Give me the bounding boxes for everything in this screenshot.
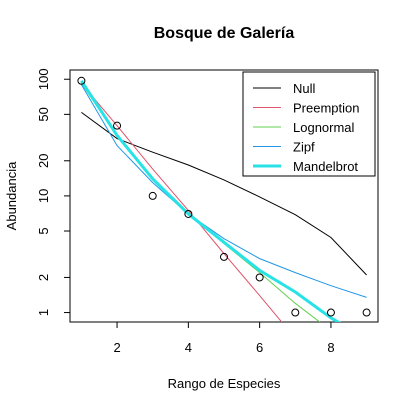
data-point [113,121,122,130]
data-point [326,308,335,317]
y-tick-label: 100 [36,68,51,90]
legend-label: Null [293,81,316,96]
y-tick-label: 2 [36,274,51,281]
x-tick-label: 4 [185,340,192,355]
series-line [80,84,367,298]
x-tick-label: 8 [327,340,334,355]
legend-label: Lognormal [293,120,355,135]
y-tick-label: 10 [36,189,51,203]
data-point [362,308,371,317]
data-point [291,308,300,317]
plot-area [77,76,371,322]
data-point [184,209,193,218]
legend-box [242,71,376,177]
x-tick-label: 6 [256,340,263,355]
series-line [81,111,367,276]
legend-label: Mandelbrot [293,159,358,174]
series-line [80,79,342,322]
legend-label: Zipf [293,140,315,155]
y-tick-label: 20 [36,154,51,168]
chart-title: Bosque de Galería [154,25,295,42]
legend-label: Preemption [293,101,359,116]
y-tick-label: 50 [36,107,51,121]
data-point [255,273,264,282]
data-point [148,191,157,200]
data-point [220,252,228,261]
y-tick-label: 1 [36,309,51,316]
y-tick-label: 5 [36,227,51,234]
x-tick-label: 2 [113,340,120,355]
y-axis-label: Abundancia [4,161,19,230]
data-point [77,76,86,85]
x-axis-label: Rango de Especies [168,376,281,391]
